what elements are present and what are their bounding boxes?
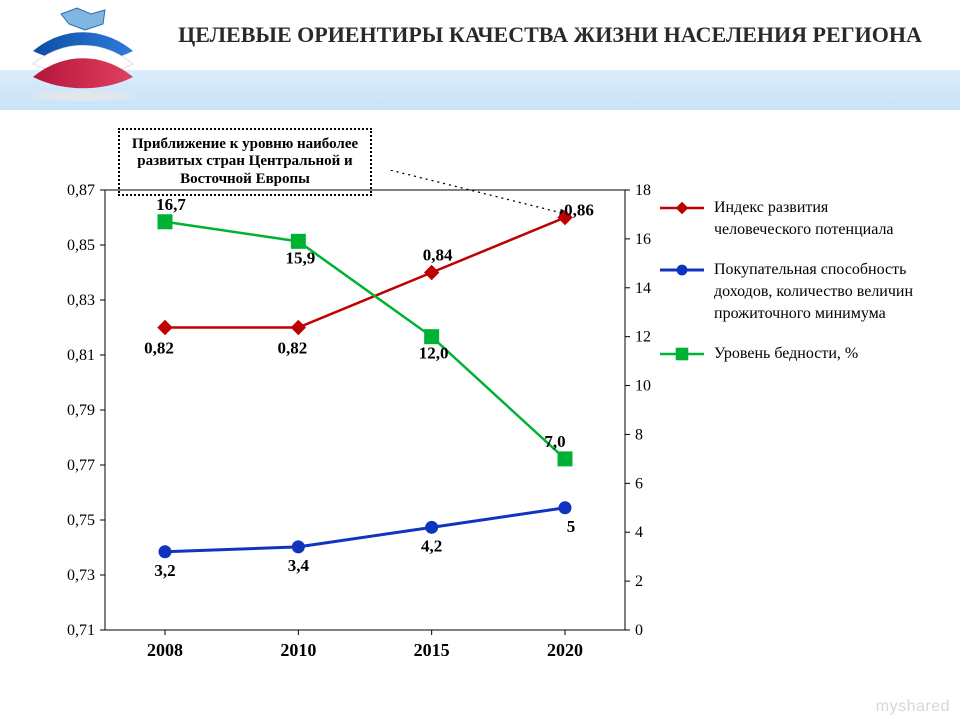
svg-text:Индекс развития: Индекс развития [714, 199, 829, 216]
page-title: ЦЕЛЕВЫЕ ОРИЕНТИРЫ КАЧЕСТВА ЖИЗНИ НАСЕЛЕН… [160, 22, 940, 47]
svg-text:3,2: 3,2 [154, 561, 175, 580]
watermark: myshared [876, 698, 950, 716]
svg-text:0,77: 0,77 [67, 457, 95, 474]
svg-text:0,81: 0,81 [67, 347, 95, 364]
svg-text:0: 0 [635, 622, 643, 639]
svg-text:0,82: 0,82 [144, 339, 174, 358]
svg-text:0,71: 0,71 [67, 622, 95, 639]
svg-text:0,73: 0,73 [67, 567, 95, 584]
svg-text:14: 14 [635, 280, 651, 297]
svg-text:6: 6 [635, 475, 643, 492]
svg-text:0,87: 0,87 [67, 182, 95, 199]
header-band [0, 70, 960, 110]
svg-text:2: 2 [635, 573, 643, 590]
svg-text:0,75: 0,75 [67, 512, 95, 529]
region-logo [28, 6, 138, 101]
svg-text:10: 10 [635, 378, 651, 395]
svg-text:3,4: 3,4 [288, 556, 310, 575]
svg-text:4,2: 4,2 [421, 536, 442, 555]
svg-text:18: 18 [635, 182, 651, 199]
chart: 0,71 0,73 0,75 0,77 0,79 0,81 0,83 0,85 0,87 0 2 4 6… [50, 170, 920, 690]
svg-text:0,83: 0,83 [67, 292, 95, 309]
svg-text:2008: 2008 [147, 640, 183, 660]
svg-text:5: 5 [567, 517, 576, 536]
svg-text:0,79: 0,79 [67, 402, 95, 419]
svg-text:2020: 2020 [547, 640, 583, 660]
svg-text:15,9: 15,9 [285, 248, 315, 267]
svg-text:0,85: 0,85 [67, 237, 95, 254]
svg-text:0,82: 0,82 [277, 339, 307, 358]
svg-text:человеческого потенциала: человеческого потенциала [714, 221, 894, 238]
svg-text:12: 12 [635, 329, 651, 346]
svg-text:Покупательная способность: Покупательная способность [714, 261, 906, 278]
svg-text:прожиточного минимума: прожиточного минимума [714, 305, 886, 322]
svg-text:16: 16 [635, 231, 651, 248]
svg-text:Уровень бедности, %: Уровень бедности, % [714, 345, 858, 362]
svg-text:2010: 2010 [280, 640, 316, 660]
svg-text:8: 8 [635, 426, 643, 443]
svg-text:2015: 2015 [414, 640, 450, 660]
svg-text:0,84: 0,84 [423, 246, 453, 265]
svg-text:4: 4 [635, 524, 643, 541]
svg-text:доходов, количество величин: доходов, количество величин [714, 283, 913, 300]
svg-text:7,0: 7,0 [544, 432, 565, 451]
svg-text:16,7: 16,7 [156, 195, 186, 214]
svg-text:12,0: 12,0 [419, 344, 449, 363]
svg-text:0,86: 0,86 [564, 201, 594, 220]
